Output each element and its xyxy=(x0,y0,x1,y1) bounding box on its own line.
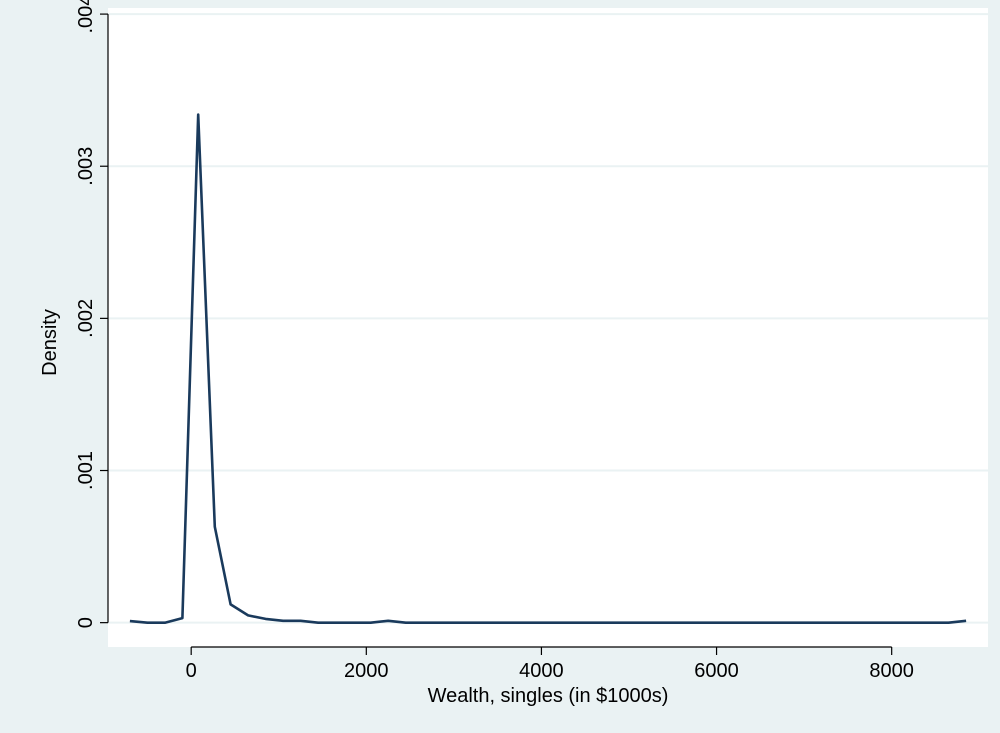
y-axis-title: Density xyxy=(39,309,61,376)
x-axis-title: Wealth, singles (in $1000s) xyxy=(428,685,669,707)
x-tick-label: 2000 xyxy=(344,660,389,682)
plot-area-background xyxy=(108,8,988,647)
y-tick-label: .003 xyxy=(75,147,97,186)
y-axis-ticks: 0 .001 .002 .003 .004 xyxy=(75,0,108,628)
y-tick-label: 0 xyxy=(75,617,97,628)
y-tick-label: .004 xyxy=(75,0,97,34)
y-tick-label: .001 xyxy=(75,451,97,490)
x-tick-label: 8000 xyxy=(869,660,914,682)
x-tick-label: 6000 xyxy=(694,660,739,682)
x-tick-label: 4000 xyxy=(519,660,564,682)
y-tick-label: .002 xyxy=(75,299,97,338)
density-line xyxy=(129,113,967,624)
x-axis-ticks: 0 2000 4000 6000 8000 xyxy=(186,647,914,682)
x-tick-label: 0 xyxy=(186,660,197,682)
